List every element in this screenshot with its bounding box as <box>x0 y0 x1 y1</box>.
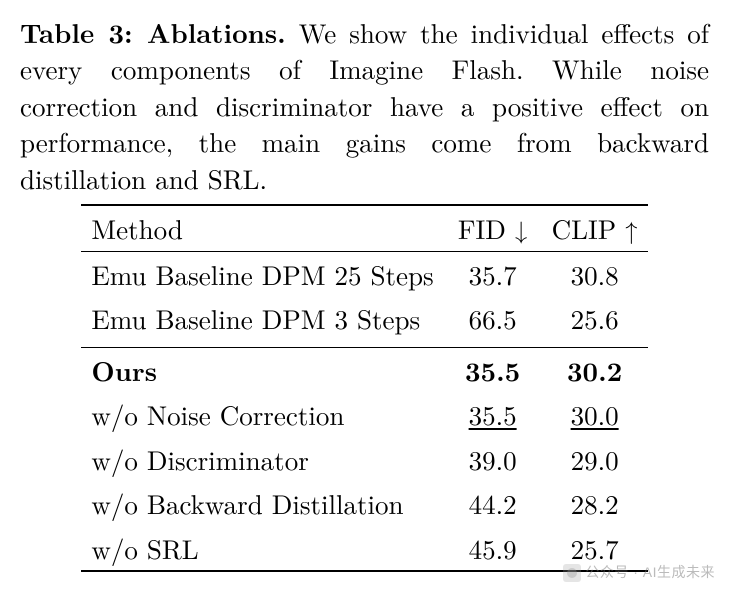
cell-method: w/o SRL <box>81 526 443 571</box>
cell-fid: 45.9 <box>444 526 542 571</box>
caption-lead: Table 3: Ablations. <box>20 12 286 51</box>
cell-clip: 30.0 <box>542 392 648 436</box>
cell-fid: 66.5 <box>444 296 542 340</box>
cell-method: w/o Discriminator <box>81 437 443 481</box>
table-body: Emu Baseline DPM 25 Steps35.730.8Emu Bas… <box>81 251 647 571</box>
table-caption: Table 3: Ablations. We show the individu… <box>20 14 709 196</box>
table-row: Emu Baseline DPM 25 Steps35.730.8 <box>81 251 647 296</box>
table-row: Emu Baseline DPM 3 Steps66.525.6 <box>81 296 647 340</box>
cell-fid: 39.0 <box>444 437 542 481</box>
cell-clip: 25.7 <box>542 526 648 571</box>
ablations-table: Method FID ↓ CLIP ↑ Emu Baseline DPM 25 … <box>81 204 647 572</box>
cell-method: Emu Baseline DPM 3 Steps <box>81 296 443 340</box>
table-header-row: Method FID ↓ CLIP ↑ <box>81 205 647 251</box>
col-clip: CLIP ↑ <box>542 205 648 251</box>
cell-fid: 35.5 <box>444 347 542 392</box>
col-fid: FID ↓ <box>444 205 542 251</box>
cell-clip: 25.6 <box>542 296 648 340</box>
cell-clip: 28.2 <box>542 481 648 525</box>
table-row: Ours35.530.2 <box>81 347 647 392</box>
table-row: w/o SRL45.925.7 <box>81 526 647 571</box>
cell-method: Emu Baseline DPM 25 Steps <box>81 251 443 296</box>
up-arrow-icon: ↑ <box>625 212 638 247</box>
col-method: Method <box>81 205 443 251</box>
table-row: w/o Noise Correction35.530.0 <box>81 392 647 436</box>
cell-clip: 30.2 <box>542 347 648 392</box>
cell-method: Ours <box>81 347 443 392</box>
table-row: w/o Backward Distillation44.228.2 <box>81 481 647 525</box>
cell-fid: 35.7 <box>444 251 542 296</box>
cell-fid: 44.2 <box>444 481 542 525</box>
cell-fid: 35.5 <box>444 392 542 436</box>
cell-clip: 30.8 <box>542 251 648 296</box>
table-row: w/o Discriminator39.029.0 <box>81 437 647 481</box>
cell-method: w/o Noise Correction <box>81 392 443 436</box>
cell-clip: 29.0 <box>542 437 648 481</box>
down-arrow-icon: ↓ <box>515 212 528 247</box>
cell-method: w/o Backward Distillation <box>81 481 443 525</box>
